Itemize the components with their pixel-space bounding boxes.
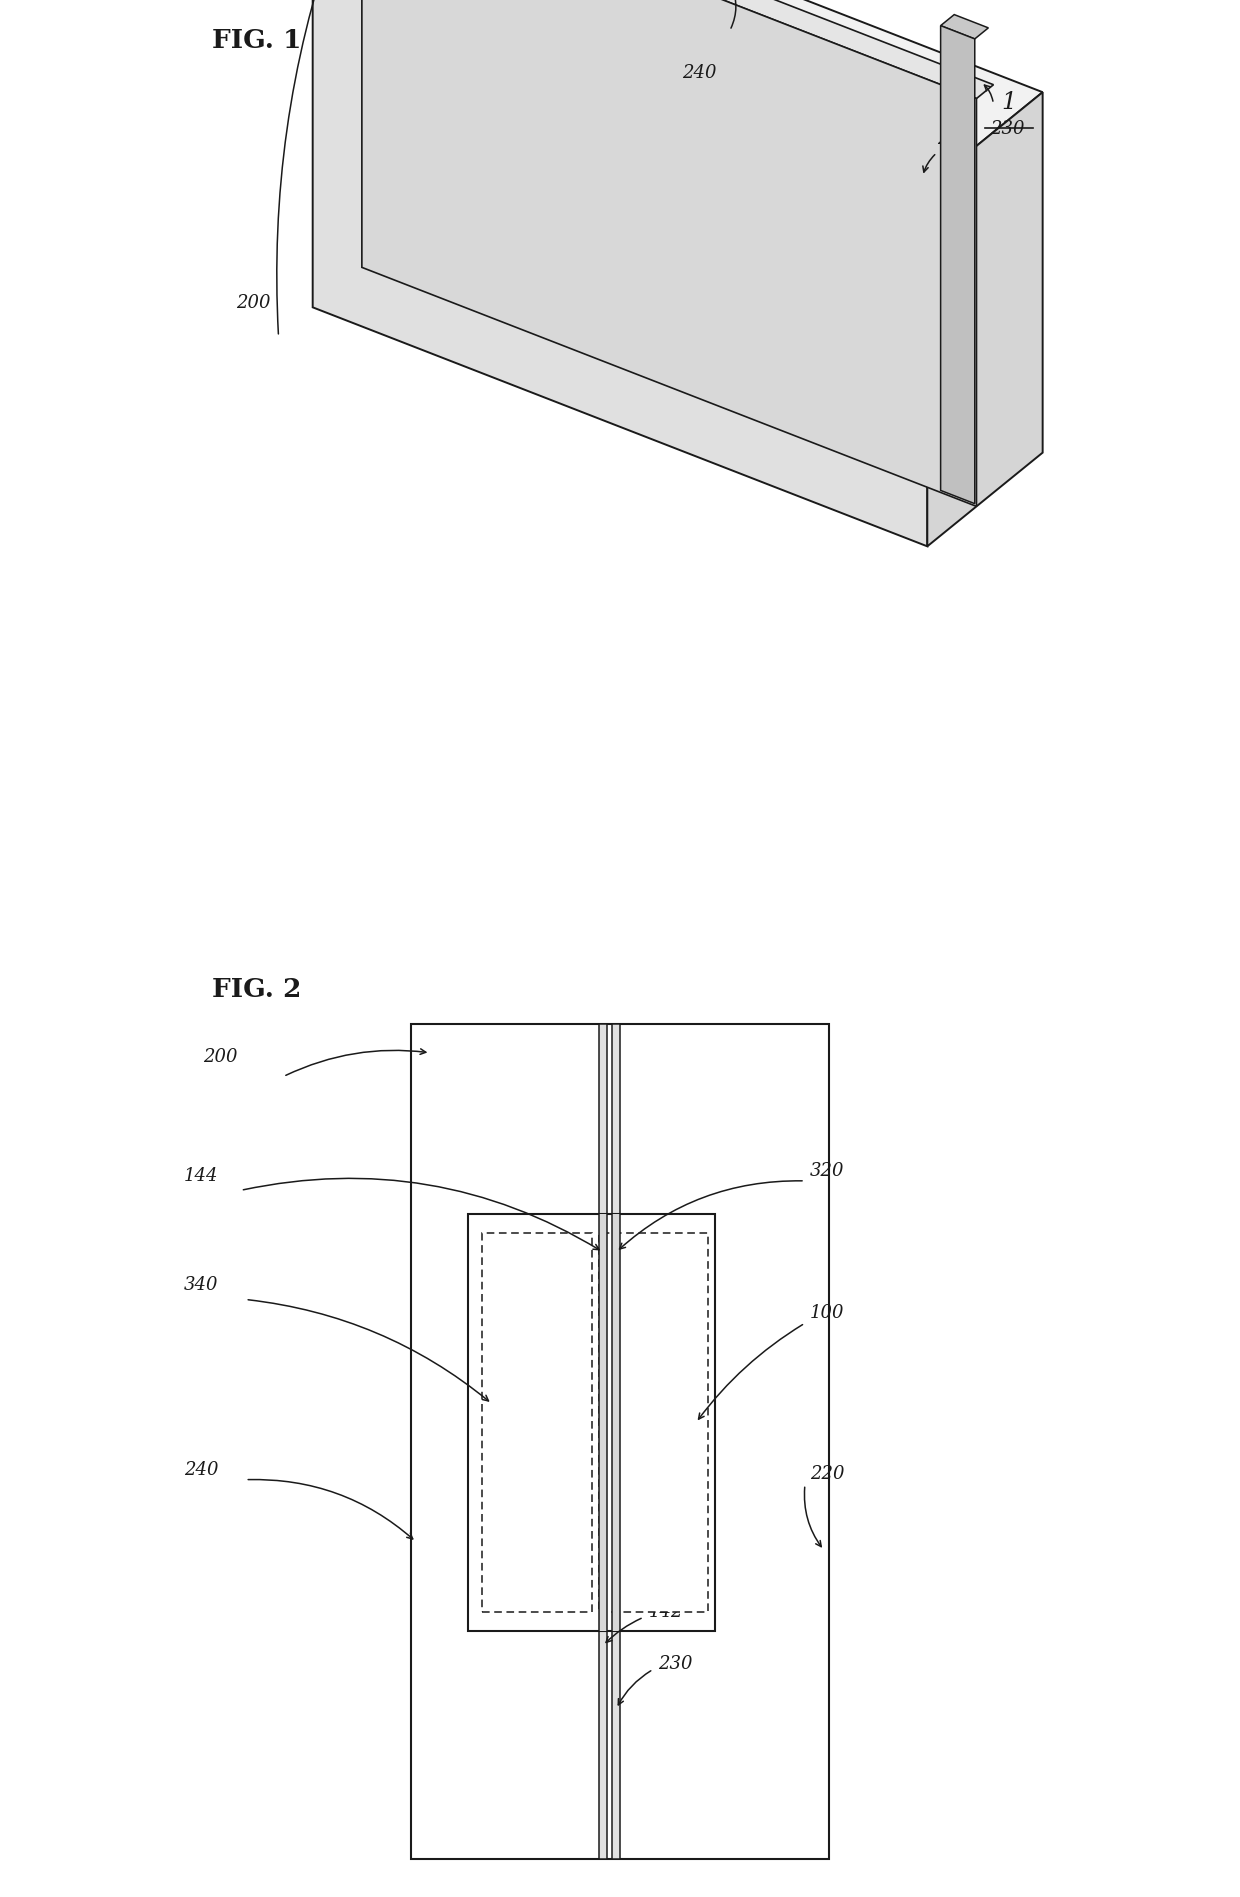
Text: 100: 100 xyxy=(810,1305,844,1322)
Text: 320: 320 xyxy=(810,1161,844,1180)
Bar xyxy=(613,1214,620,1631)
Polygon shape xyxy=(928,93,1043,546)
FancyArrowPatch shape xyxy=(620,1180,802,1248)
Polygon shape xyxy=(941,27,975,505)
FancyArrowPatch shape xyxy=(985,85,993,101)
Text: 200: 200 xyxy=(202,1047,237,1066)
FancyArrowPatch shape xyxy=(805,1487,821,1546)
Text: FIG. 2: FIG. 2 xyxy=(212,977,301,1002)
Text: 142: 142 xyxy=(649,1603,683,1620)
Bar xyxy=(599,1214,606,1631)
Bar xyxy=(599,1024,606,1859)
FancyArrowPatch shape xyxy=(923,156,935,173)
FancyArrowPatch shape xyxy=(606,1618,641,1643)
FancyArrowPatch shape xyxy=(732,0,737,28)
Text: 1: 1 xyxy=(1002,91,1017,114)
Polygon shape xyxy=(312,0,928,546)
Text: 220: 220 xyxy=(936,131,971,148)
Bar xyxy=(412,1024,828,1859)
Text: 200: 200 xyxy=(236,294,270,311)
Text: 230: 230 xyxy=(658,1654,692,1673)
Text: 230: 230 xyxy=(991,120,1025,138)
FancyArrowPatch shape xyxy=(248,1299,489,1400)
Point xyxy=(977,118,992,140)
FancyArrowPatch shape xyxy=(277,0,336,334)
FancyArrowPatch shape xyxy=(285,1049,425,1076)
FancyArrowPatch shape xyxy=(248,1480,413,1538)
FancyArrowPatch shape xyxy=(619,1671,651,1705)
Bar xyxy=(469,1214,714,1631)
Bar xyxy=(482,1233,591,1612)
Text: 144: 144 xyxy=(184,1167,218,1184)
Text: 240: 240 xyxy=(184,1461,218,1478)
Point xyxy=(1025,118,1040,140)
FancyArrowPatch shape xyxy=(243,1178,599,1250)
Text: FIG. 1: FIG. 1 xyxy=(212,28,301,53)
Text: 340: 340 xyxy=(184,1275,218,1294)
Bar xyxy=(599,1233,708,1612)
Polygon shape xyxy=(941,15,988,40)
Polygon shape xyxy=(312,0,1043,186)
Polygon shape xyxy=(362,0,976,506)
Text: 240: 240 xyxy=(682,64,717,82)
Polygon shape xyxy=(362,0,993,99)
Text: 220: 220 xyxy=(810,1464,844,1483)
Bar xyxy=(613,1024,620,1859)
FancyArrowPatch shape xyxy=(698,1324,802,1419)
